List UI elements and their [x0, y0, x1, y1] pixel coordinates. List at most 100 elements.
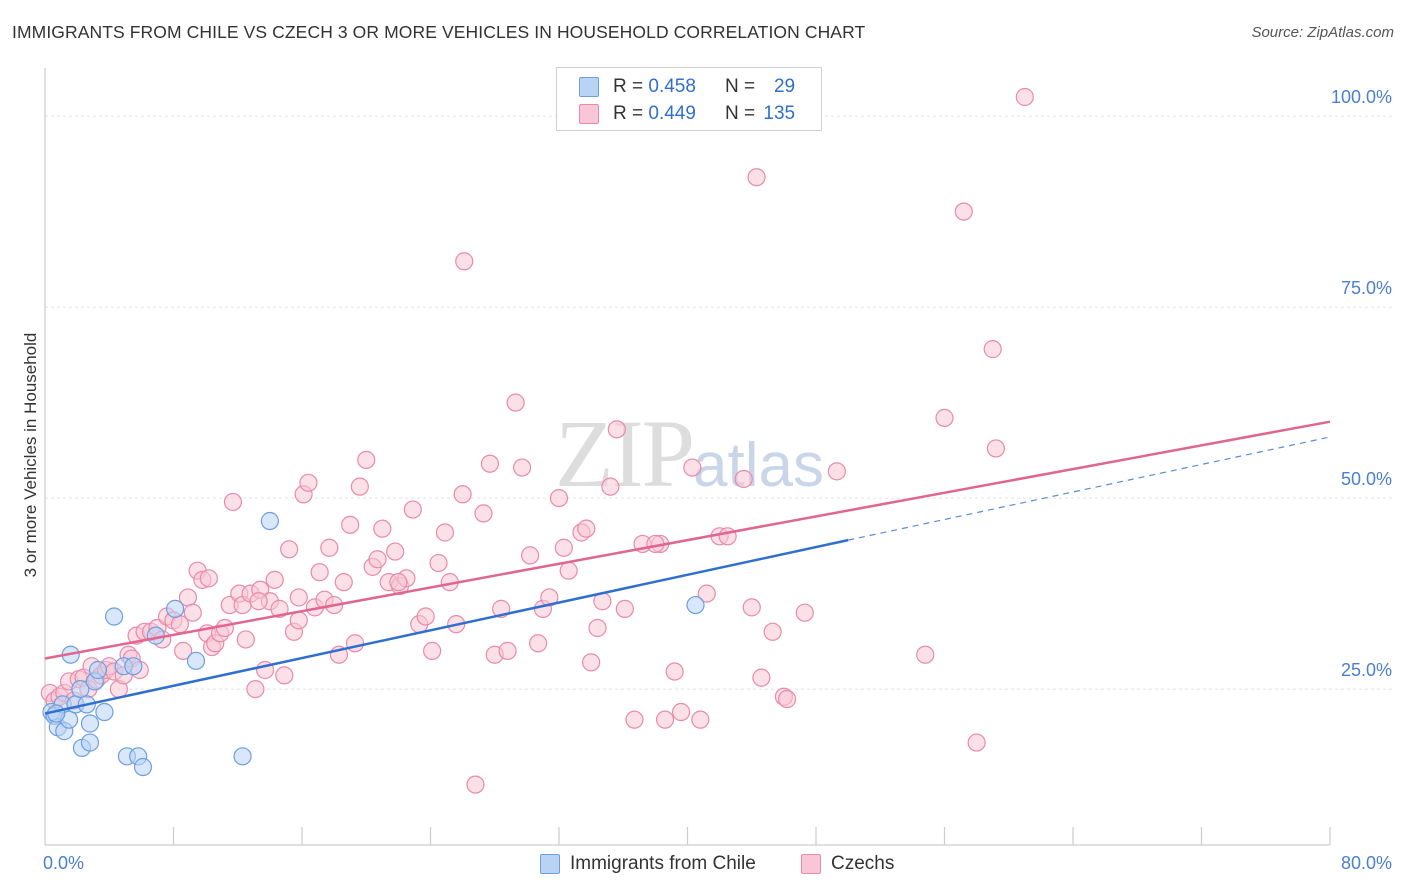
- czechs-point: [334, 573, 353, 592]
- czechs-point: [435, 523, 455, 542]
- czechs-point: [763, 622, 782, 641]
- watermark: ZIPatlas: [555, 398, 824, 509]
- y-tick-label: 50.0%: [1341, 469, 1392, 489]
- czechs-point: [549, 489, 569, 508]
- chile-point: [80, 733, 100, 752]
- legend-n-chile: N = 29: [725, 76, 796, 97]
- czechs-point: [429, 553, 448, 573]
- legend-swatch-chile: [579, 77, 599, 97]
- czechs-point: [506, 393, 525, 412]
- chile-trend-line: [44, 538, 849, 715]
- czechs-point: [236, 630, 255, 649]
- czechs-point: [389, 573, 408, 592]
- czechs-point: [795, 603, 814, 622]
- czechs-point: [320, 538, 339, 557]
- czechs-point: [453, 485, 472, 504]
- czechs-point: [183, 603, 202, 622]
- chile-point: [186, 651, 206, 670]
- czechs-point: [423, 641, 442, 661]
- chile-point: [88, 660, 108, 680]
- czechs-point: [270, 599, 289, 618]
- czechs-point: [215, 618, 234, 638]
- czechs-point: [373, 519, 392, 538]
- czechs-point: [577, 519, 596, 538]
- czechs-point: [350, 477, 369, 496]
- chile-point: [233, 747, 252, 766]
- trend-lines: [44, 420, 1331, 715]
- czechs-point: [983, 340, 1002, 359]
- y-axis-label: 3 or more Vehicles in Household: [21, 333, 40, 578]
- czechs-point: [199, 569, 218, 588]
- czechs-point: [223, 492, 243, 512]
- czechs-point: [554, 538, 573, 557]
- source-label: Source: ZipAtlas.com: [1251, 24, 1394, 41]
- czechs-point: [386, 542, 405, 561]
- legend-r-chile: R = 0.458: [613, 76, 696, 97]
- czechs-point: [529, 634, 548, 653]
- czechs-point: [655, 710, 675, 729]
- czechs-point: [588, 618, 607, 638]
- legend-n-czechs: N = 135: [725, 103, 796, 124]
- czechs-point: [357, 450, 376, 469]
- czechs-trend-line: [44, 420, 1331, 660]
- czechs-point: [607, 420, 626, 439]
- chile-point: [71, 679, 90, 699]
- y-tick-label: 100.0%: [1331, 87, 1392, 107]
- watermark-zip: ZIP: [555, 400, 695, 507]
- chile-point: [95, 702, 114, 722]
- czechs-point: [718, 527, 737, 546]
- czechs-point: [967, 733, 986, 752]
- czechs-point: [280, 540, 299, 559]
- czechs-point: [559, 561, 578, 580]
- czechs-point: [368, 550, 387, 569]
- czechs-point: [625, 710, 644, 729]
- czechs-point: [265, 570, 284, 589]
- czechs-point: [683, 458, 702, 477]
- y-tick-label: 75.0%: [1341, 278, 1392, 298]
- chile-point: [80, 714, 100, 733]
- czechs-point: [734, 469, 753, 489]
- bottom-legend-chile[interactable]: Immigrants from Chile: [540, 852, 756, 876]
- czechs-point: [777, 689, 797, 709]
- legend-swatch-czechs: [579, 104, 599, 124]
- czechs-point: [416, 607, 435, 626]
- czechs-point: [299, 473, 318, 492]
- czechs-point: [275, 666, 294, 685]
- chile-points: [42, 511, 705, 777]
- chile-point: [260, 511, 279, 531]
- chile-point: [104, 607, 124, 626]
- czechs-point: [174, 641, 193, 661]
- czechs-point: [954, 202, 973, 221]
- bottom-legend-label-chile: Immigrants from Chile: [570, 853, 756, 874]
- legend-row-czechs: R = 0.449 N = 135: [579, 102, 795, 126]
- czechs-point: [310, 563, 329, 582]
- legend-r-czechs: R = 0.449: [613, 103, 696, 124]
- czechs-point: [665, 662, 684, 681]
- watermark-atlas: atlas: [693, 431, 824, 500]
- czechs-point: [935, 408, 954, 427]
- correlation-legend: R = 0.458 N = 29 R = 0.449 N = 135: [556, 67, 822, 131]
- czechs-point: [752, 668, 771, 687]
- czechs-points: [40, 87, 1034, 794]
- bottom-legend-czechs[interactable]: Czechs: [801, 852, 894, 876]
- chile-point: [686, 595, 705, 615]
- czechs-point: [747, 168, 766, 187]
- czechs-point: [986, 439, 1006, 458]
- czechs-point: [582, 653, 601, 672]
- czechs-point: [827, 462, 846, 481]
- chile-point: [124, 657, 143, 676]
- czechs-point: [466, 775, 485, 794]
- czechs-point: [474, 504, 493, 523]
- chart-title: IMMIGRANTS FROM CHILE VS CZECH 3 OR MORE…: [12, 22, 866, 42]
- czechs-point: [289, 611, 308, 630]
- czechs-point: [341, 515, 360, 534]
- bottom-legend-swatch-czechs: [801, 854, 821, 874]
- bottom-legend-label-czechs: Czechs: [831, 853, 895, 874]
- czechs-point: [520, 546, 540, 565]
- czechs-point: [512, 458, 532, 477]
- czechs-point: [691, 710, 710, 729]
- czechs-point: [289, 588, 308, 607]
- chile-trend-extension: [847, 436, 1331, 541]
- legend-row-chile: R = 0.458 N = 29: [579, 75, 795, 99]
